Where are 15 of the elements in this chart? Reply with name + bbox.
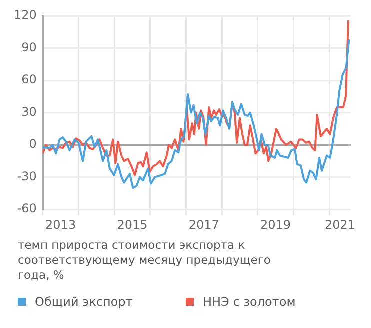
x-tick-label: 2015 [117, 218, 148, 232]
y-tick-label: 90 [22, 40, 37, 54]
y-tick-label: 0 [29, 137, 37, 152]
y-axis-title: темп прироста стоимости экспорта к соответствующему месяцу предыдущего года, % [17, 238, 272, 283]
legend-label: Общий экспорт [35, 295, 133, 309]
x-tick-label: 2021 [324, 218, 356, 232]
y-tick-label: 60 [22, 72, 37, 87]
legend-label: ННЭ с золотом [203, 295, 296, 309]
y-tick-label: 120 [14, 8, 37, 22]
x-tick-label: 2017 [188, 218, 220, 232]
x-tick-label: 2013 [46, 218, 76, 232]
y-tick-label: 30 [22, 104, 37, 119]
y-tick-label: -60 [17, 202, 37, 216]
x-tick-label: 2019 [260, 218, 292, 232]
y-tick-label: -30 [17, 169, 37, 184]
